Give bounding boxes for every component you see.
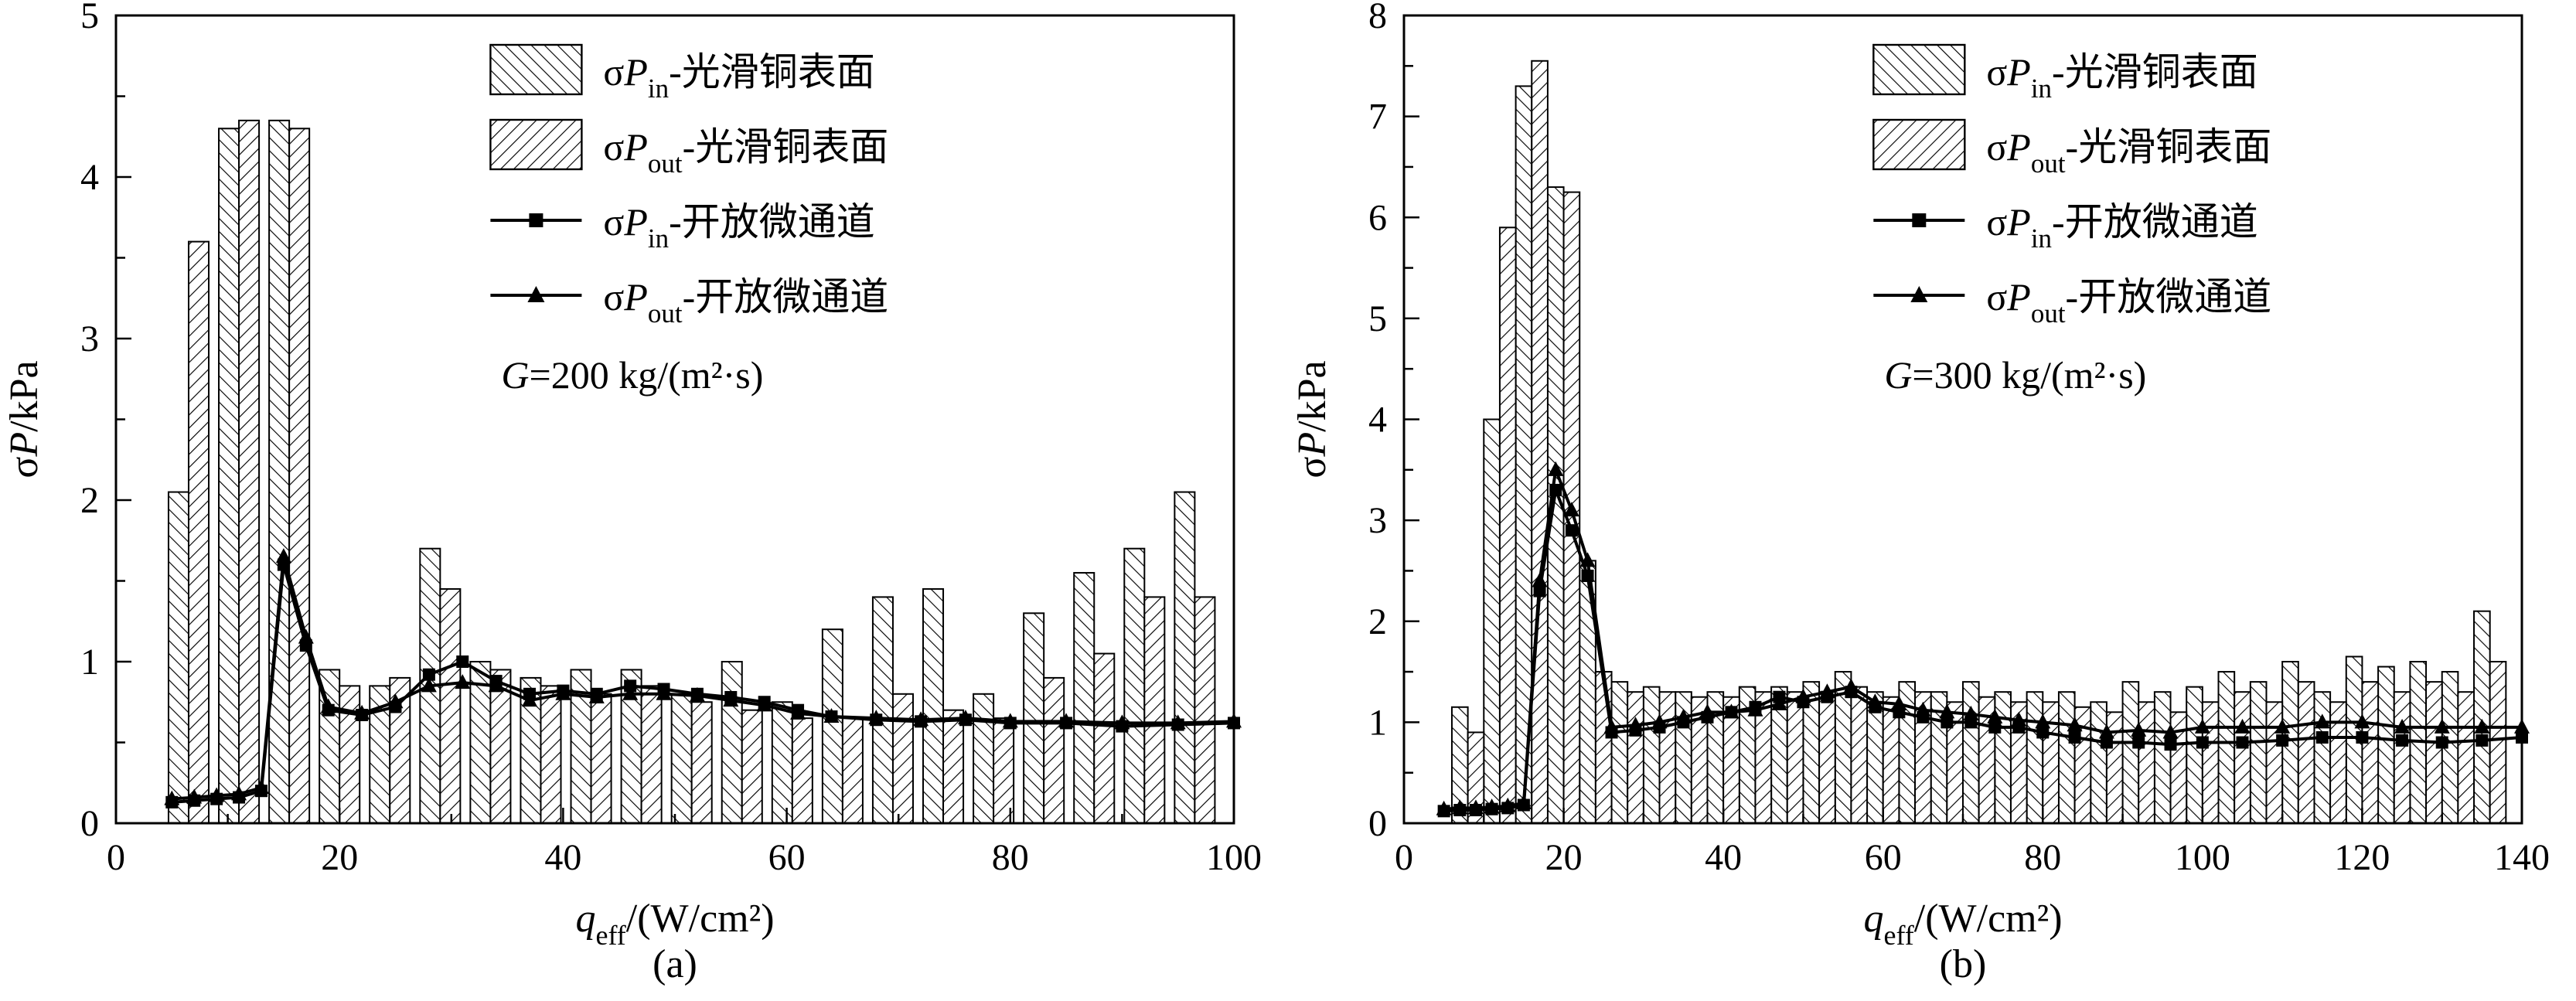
triangle-marker-icon xyxy=(527,286,545,302)
svg-text:100: 100 xyxy=(2175,837,2230,878)
svg-text:20: 20 xyxy=(321,837,358,878)
bars-out-smooth xyxy=(187,119,1216,825)
square-marker-icon xyxy=(1912,213,1927,227)
chart-a-canvas: 0 20 40 60 80 100 0 1 2 3 4 5 qeff/(W/cm²) σP/kPa σPin… xyxy=(2,0,1262,951)
svg-text:6: 6 xyxy=(1368,197,1387,238)
svg-text:3: 3 xyxy=(80,318,99,359)
svg-text:80: 80 xyxy=(2024,837,2061,878)
axes-ticks xyxy=(114,14,1235,825)
x-axis-label: qeff/(W/cm²) xyxy=(1863,897,2062,951)
svg-text:1: 1 xyxy=(1368,702,1387,743)
subfigure-caption-a: (a) xyxy=(653,942,697,986)
triangle-marker-icon xyxy=(1910,286,1928,302)
legend-label: σPout-开放微通道 xyxy=(603,275,888,329)
tick-labels: 0 20 40 60 80 100 120 140 0 1 2 3 4 5 6 7 8 xyxy=(1368,0,2550,878)
svg-text:5: 5 xyxy=(80,0,99,36)
y-axis-label: σP/kPa xyxy=(1290,360,1334,478)
legend-label: σPin-开放微通道 xyxy=(1986,200,2257,254)
line-out-microchannel xyxy=(1436,461,2530,815)
chart-a: 0 20 40 60 80 100 0 1 2 3 4 5 qeff/(W/cm²) σP/kPa σPin… xyxy=(2,0,1262,986)
legend: σPin-光滑铜表面 σPout-光滑铜表面 σPin-开放微通道 σPout-开放微… xyxy=(489,43,888,329)
svg-text:4: 4 xyxy=(1368,400,1387,441)
legend-label: σPout-光滑铜表面 xyxy=(1986,125,2271,179)
svg-text:100: 100 xyxy=(1206,837,1262,878)
svg-text:7: 7 xyxy=(1368,97,1387,138)
square-marker-icon xyxy=(529,213,543,227)
svg-text:60: 60 xyxy=(1865,837,1902,878)
svg-text:20: 20 xyxy=(1545,837,1583,878)
x-axis-label: qeff/(W/cm²) xyxy=(575,897,774,951)
svg-text:0: 0 xyxy=(107,837,125,878)
chart-b-canvas: 0 20 40 60 80 100 120 140 0 1 2 3 4 5 6 7 8 qeff/(W/cm²) σ… xyxy=(1290,0,2550,951)
axes-ticks xyxy=(1402,14,2523,825)
legend-label: σPout-光滑铜表面 xyxy=(603,125,888,179)
svg-text:120: 120 xyxy=(2334,837,2390,878)
svg-text:5: 5 xyxy=(1368,298,1387,339)
legend-label: σPin-光滑铜表面 xyxy=(1986,50,2257,104)
legend-swatch-hatch-fwd xyxy=(1872,43,1966,96)
y-axis-label: σP/kPa xyxy=(2,360,46,478)
chart-b: 0 20 40 60 80 100 120 140 0 1 2 3 4 5 6 7 8 qeff/(W/cm²) σ… xyxy=(1288,0,2576,1001)
svg-text:140: 140 xyxy=(2494,837,2550,878)
legend: σPin-光滑铜表面 σPout-光滑铜表面 σPin-开放微通道 σPout-开放微… xyxy=(1872,43,2271,329)
tick-labels: 0 20 40 60 80 100 0 1 2 3 4 5 xyxy=(80,0,1262,878)
svg-text:2: 2 xyxy=(80,480,99,521)
svg-text:3: 3 xyxy=(1368,500,1387,541)
legend-label: σPin-开放微通道 xyxy=(603,200,874,254)
svg-text:0: 0 xyxy=(80,803,99,844)
line-out-microchannel xyxy=(164,548,1242,805)
legend-swatch-hatch-fwd xyxy=(489,43,583,96)
legend-label: σPin-光滑铜表面 xyxy=(603,50,874,104)
svg-text:2: 2 xyxy=(1368,601,1387,642)
svg-text:4: 4 xyxy=(80,157,99,198)
svg-text:8: 8 xyxy=(1368,0,1387,36)
svg-text:1: 1 xyxy=(80,642,99,683)
legend-swatch-hatch-bwd xyxy=(489,118,583,171)
svg-text:0: 0 xyxy=(1395,837,1413,878)
svg-text:60: 60 xyxy=(768,837,806,878)
legend-label: σPout-开放微通道 xyxy=(1986,275,2271,329)
svg-text:40: 40 xyxy=(544,837,581,878)
svg-text:0: 0 xyxy=(1368,803,1387,844)
mass-flux-annotation: G=300 kg/(m²·s) xyxy=(1884,353,2146,397)
subfigure-caption-b: (b) xyxy=(1939,942,1987,986)
svg-text:40: 40 xyxy=(1705,837,1742,878)
mass-flux-annotation: G=200 kg/(m²·s) xyxy=(501,353,763,397)
svg-text:80: 80 xyxy=(992,837,1029,878)
bars-in-smooth xyxy=(167,119,1196,825)
legend-swatch-hatch-bwd xyxy=(1872,118,1966,171)
